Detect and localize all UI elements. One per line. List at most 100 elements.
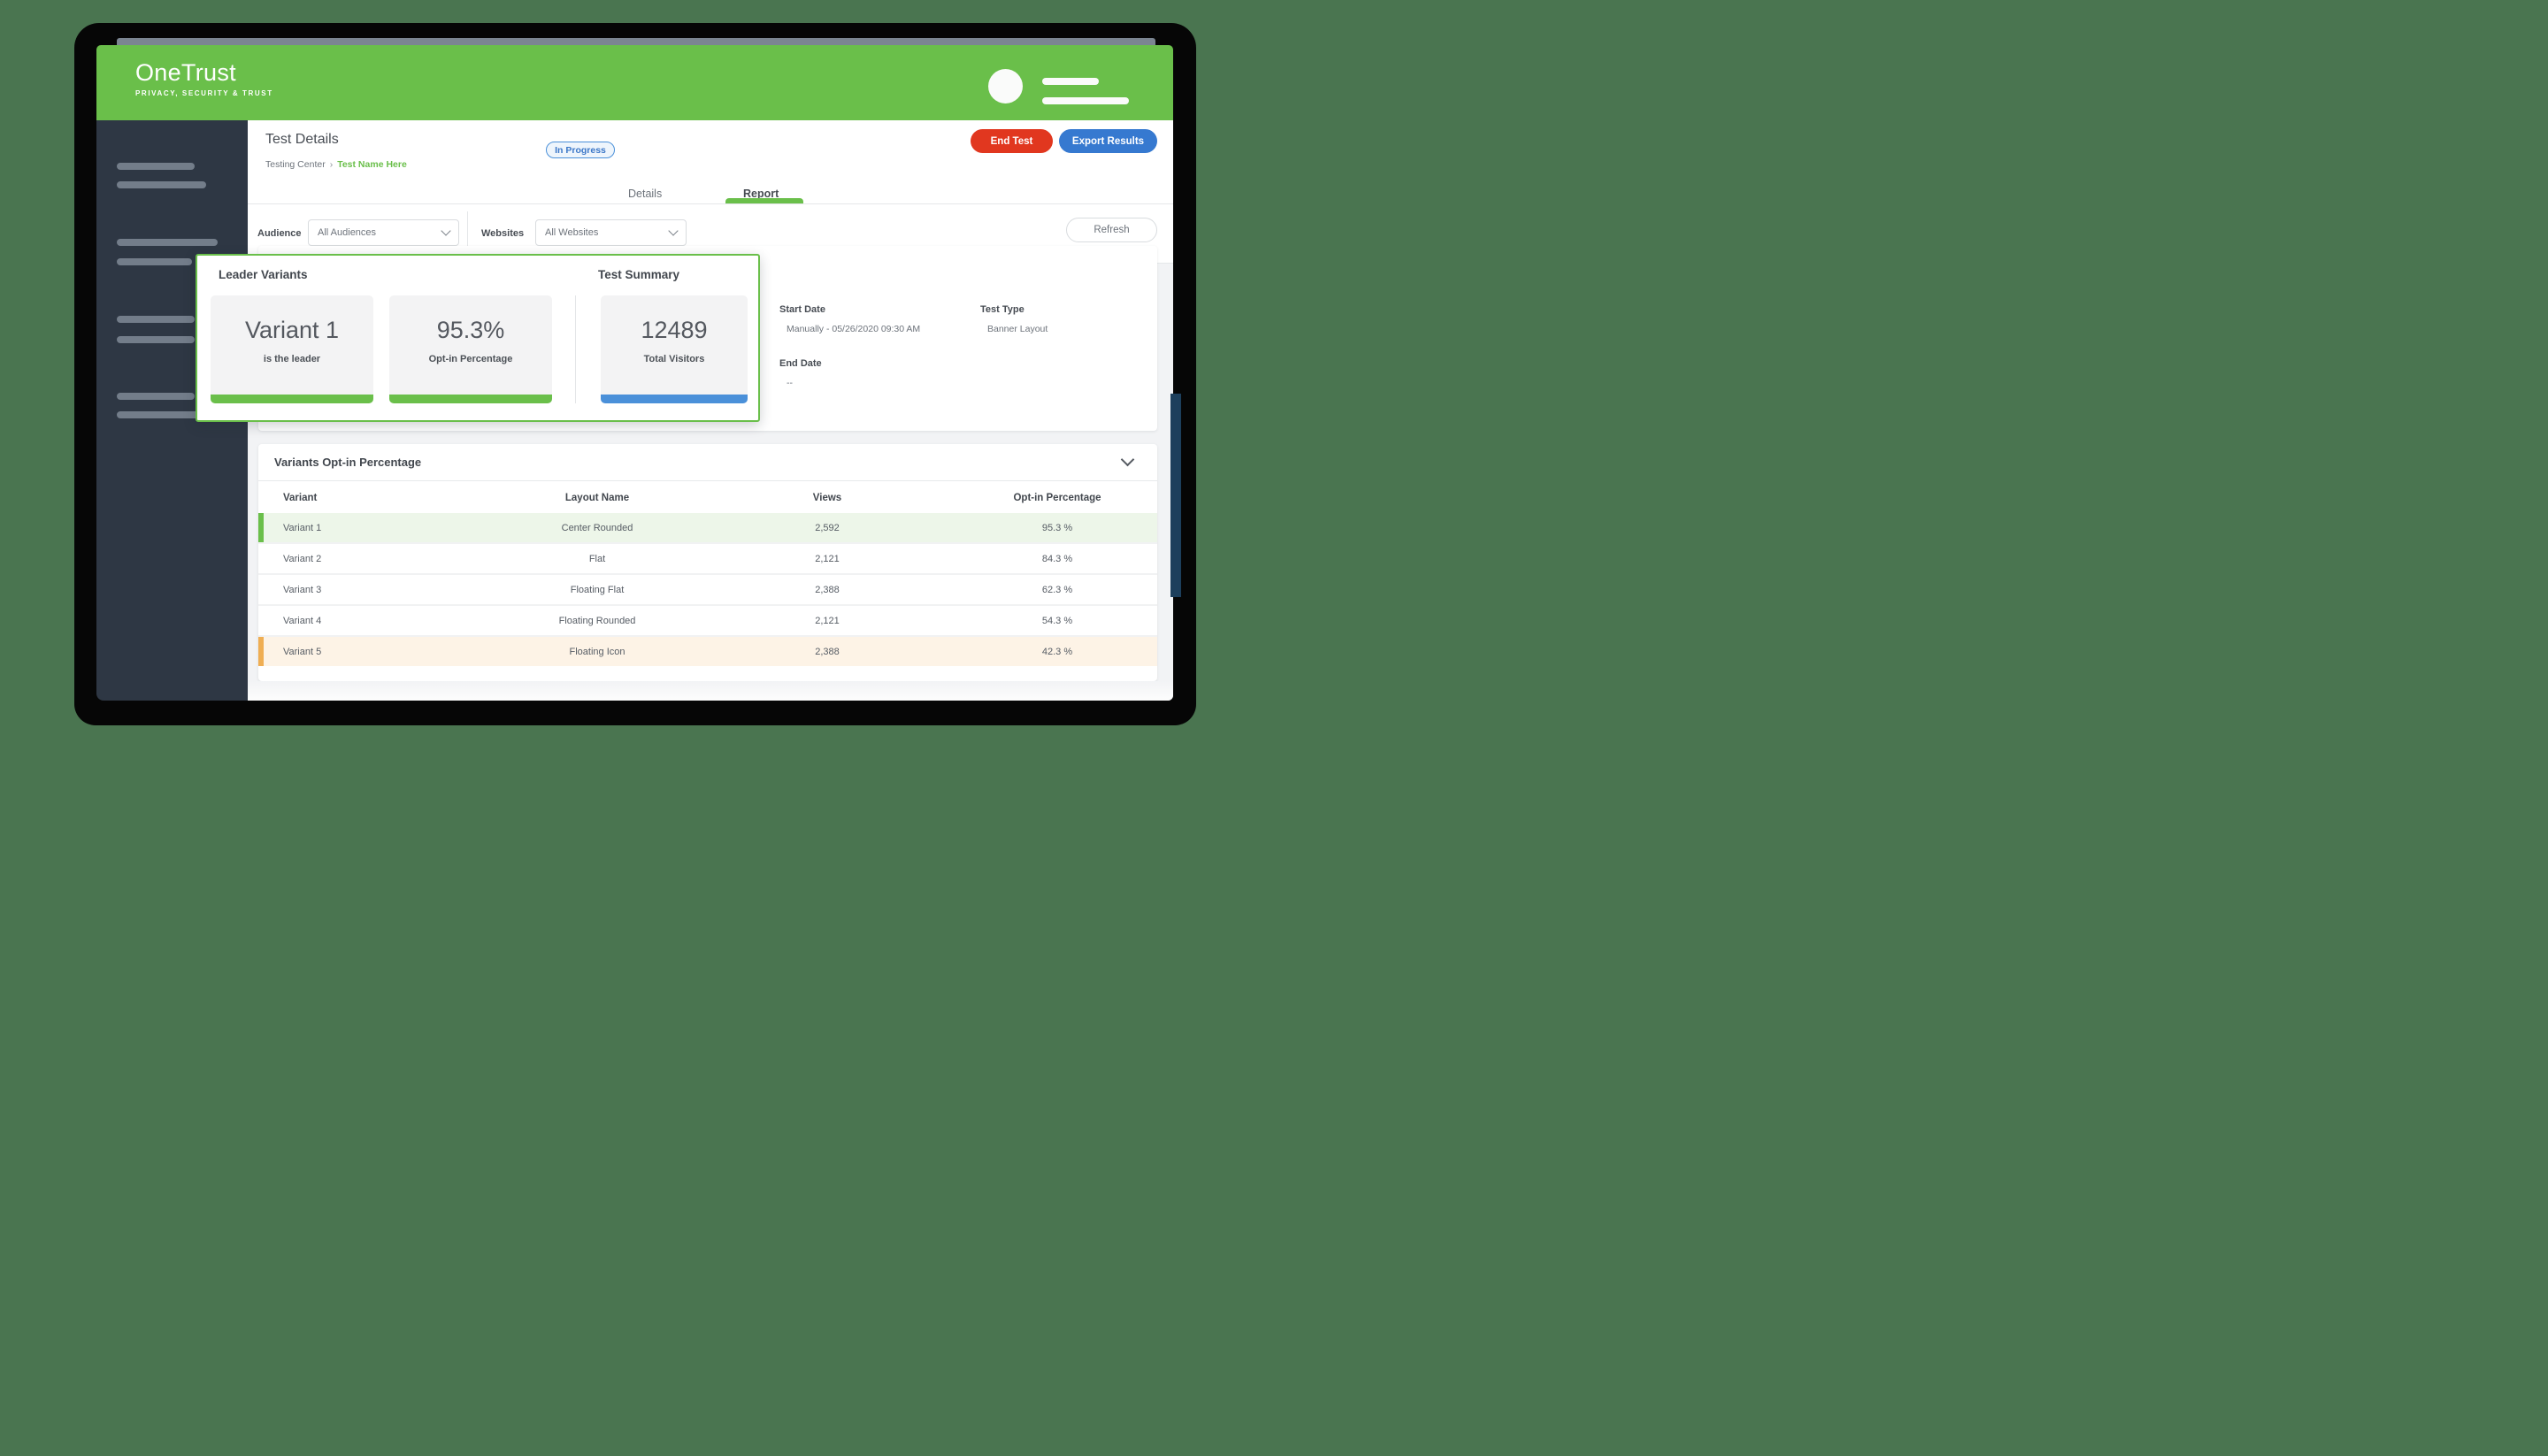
- variants-table-card: Variants Opt-in Percentage Variant Layou…: [258, 444, 1157, 681]
- websites-label: Websites: [481, 228, 525, 239]
- cell-variant: Variant 5: [283, 646, 322, 657]
- app-header: OneTrust PRIVACY, SECURITY & TRUST: [96, 45, 1173, 120]
- refresh-button[interactable]: Refresh: [1066, 218, 1157, 242]
- cell-views: 2,121: [815, 615, 840, 626]
- stat-label: Opt-in Percentage: [428, 354, 513, 364]
- cell-layout-name: Floating Rounded: [558, 615, 636, 626]
- cell-optin-percentage: 54.3 %: [1041, 615, 1073, 626]
- cell-optin-percentage: 95.3 %: [1041, 522, 1073, 533]
- breadcrumb-separator-icon: ›: [329, 159, 334, 170]
- page-header-bar: Test Details Testing Center › Test Name He…: [248, 120, 1173, 184]
- end-test-button[interactable]: End Test: [971, 129, 1053, 153]
- table-header-row: Variant Layout Name Views Opt-in Percent…: [258, 480, 1157, 514]
- backdrop: OneTrust PRIVACY, SECURITY & TRUST Test …: [0, 0, 1274, 728]
- cell-optin-percentage: 42.3 %: [1041, 646, 1073, 657]
- cell-layout-name: Floating Icon: [569, 646, 625, 657]
- avatar[interactable]: [988, 69, 1023, 103]
- stat-label: Total Visitors: [643, 354, 705, 364]
- scrollbar-fragment[interactable]: [1170, 394, 1181, 597]
- test-type-value: Banner Layout: [987, 324, 1048, 334]
- header-menu-bar-icon: [1042, 78, 1099, 85]
- test-type-label: Test Type: [980, 304, 1025, 315]
- column-header: Views: [812, 492, 842, 503]
- export-results-button[interactable]: Export Results: [1059, 129, 1157, 153]
- header-menu-bar-icon: [1042, 97, 1129, 104]
- cell-optin-percentage: 84.3 %: [1041, 553, 1073, 564]
- column-header: Variant: [283, 492, 318, 503]
- brand-tagline: PRIVACY, SECURITY & TRUST: [135, 89, 273, 97]
- row-highlight-bar: [258, 606, 264, 635]
- audience-select[interactable]: All Audiences: [308, 219, 459, 246]
- sidebar-placeholder-bar: [117, 336, 195, 343]
- row-highlight-bar: [258, 637, 264, 666]
- stat-label: is the leader: [263, 354, 321, 364]
- tab-report[interactable]: Report: [743, 188, 779, 200]
- column-header: Opt-in Percentage: [1013, 492, 1101, 503]
- table-row: Variant 4 Floating Rounded 2,121 54.3 %: [258, 604, 1157, 635]
- test-summary-title: Test Summary: [598, 268, 680, 281]
- filter-divider: [467, 211, 468, 256]
- sidebar-placeholder-bar: [117, 316, 195, 323]
- stat-value: 12489: [641, 317, 708, 343]
- brand-name: OneTrust: [135, 59, 236, 86]
- cell-layout-name: Center Rounded: [561, 522, 633, 533]
- cell-layout-name: Flat: [588, 553, 606, 564]
- table-body: Variant 1 Center Rounded 2,592 95.3 % Varian…: [258, 513, 1157, 666]
- sidebar-placeholder-bar: [117, 393, 195, 400]
- main-content: Test Details Testing Center › Test Name He…: [248, 120, 1173, 701]
- cell-variant: Variant 3: [283, 584, 322, 595]
- row-highlight-bar: [258, 575, 264, 604]
- column-header: Layout Name: [564, 492, 630, 503]
- breadcrumb-current: Test Name Here: [337, 159, 407, 170]
- row-highlight-bar: [258, 513, 264, 542]
- sidebar-placeholder-bar: [117, 181, 206, 188]
- page-title: Test Details: [265, 132, 339, 147]
- stat-value: 95.3%: [436, 317, 505, 343]
- stat-tile: Variant 1 is the leader: [211, 295, 373, 403]
- stats-divider: [575, 295, 576, 403]
- audience-label: Audience: [257, 228, 302, 239]
- end-date-value: --: [787, 378, 793, 388]
- stat-accent-bar: [211, 395, 373, 403]
- breadcrumb-parent[interactable]: Testing Center: [265, 159, 326, 170]
- stat-accent-bar: [389, 395, 552, 403]
- start-date-value: Manually - 05/26/2020 09:30 AM: [787, 324, 921, 334]
- cell-views: 2,388: [815, 584, 840, 595]
- tab-bar: Details Report: [248, 184, 1173, 204]
- variants-table-title: Variants Opt-in Percentage: [274, 456, 422, 469]
- table-row: Variant 2 Flat 2,121 84.3 %: [258, 542, 1157, 573]
- stat-value: Variant 1: [244, 317, 340, 343]
- leader-variants-card: Leader Variants Test Summary Variant 1 is…: [196, 254, 760, 422]
- audience-select-value: All Audiences: [318, 227, 377, 238]
- sidebar-placeholder-bar: [117, 411, 209, 418]
- stat-tile: 12489 Total Visitors: [601, 295, 748, 403]
- stat-tile: 95.3% Opt-in Percentage: [389, 295, 552, 403]
- sidebar-placeholder-bar: [117, 163, 195, 170]
- status-badge: In Progress: [546, 142, 615, 158]
- table-row: Variant 1 Center Rounded 2,592 95.3 %: [258, 513, 1157, 542]
- websites-select[interactable]: All Websites: [535, 219, 687, 246]
- tab-details[interactable]: Details: [628, 188, 663, 200]
- table-row: Variant 3 Floating Flat 2,388 62.3 %: [258, 573, 1157, 604]
- browser-chrome-bar: [117, 38, 1155, 46]
- stat-accent-bar: [601, 395, 748, 403]
- row-highlight-bar: [258, 544, 264, 573]
- breadcrumb: Testing Center › Test Name Here: [265, 159, 407, 170]
- chevron-down-icon: [668, 226, 679, 236]
- brand-logo: OneTrust PRIVACY, SECURITY & TRUST: [135, 59, 273, 97]
- active-tab-indicator: [725, 198, 803, 203]
- cell-variant: Variant 1: [283, 522, 322, 533]
- sidebar-placeholder-bar: [117, 258, 192, 265]
- cell-views: 2,388: [815, 646, 840, 657]
- cell-variant: Variant 4: [283, 615, 322, 626]
- sidebar-placeholder-bar: [117, 239, 218, 246]
- chevron-down-icon: [441, 226, 451, 236]
- page-bottom-fade: [248, 681, 1173, 701]
- cell-variant: Variant 2: [283, 553, 322, 564]
- end-date-label: End Date: [779, 358, 822, 369]
- cell-layout-name: Floating Flat: [570, 584, 625, 595]
- cell-views: 2,592: [815, 522, 840, 533]
- cell-views: 2,121: [815, 553, 840, 564]
- leader-variants-title: Leader Variants: [219, 268, 308, 281]
- collapse-chevron-icon[interactable]: [1120, 452, 1135, 467]
